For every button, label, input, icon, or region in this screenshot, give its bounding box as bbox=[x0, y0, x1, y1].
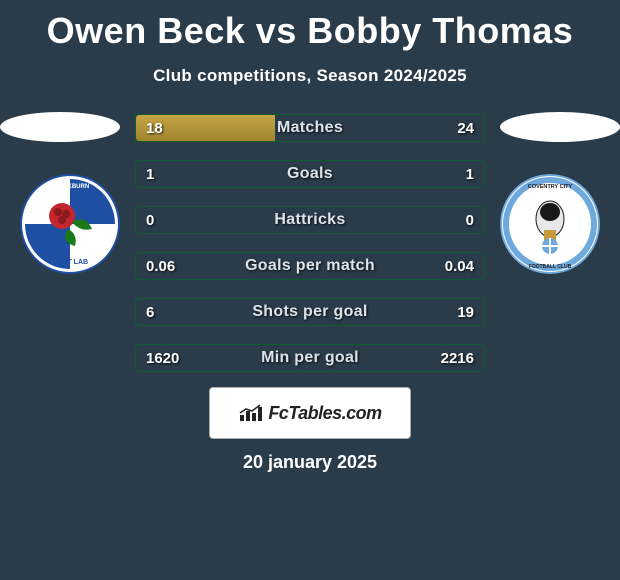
page-title: Owen Beck vs Bobby Thomas bbox=[0, 0, 620, 52]
stat-row-matches: Matches18 24 bbox=[135, 114, 485, 142]
stat-bars: Matches18 24 Goals1 1 Hattricks0 0 Goals per m… bbox=[135, 114, 485, 394]
stat-row-goals: Goals1 1 bbox=[135, 160, 485, 188]
stat-value-right: 24 bbox=[447, 115, 484, 141]
stat-row-shots-per-goal: Shots per goal6 19 bbox=[135, 298, 485, 326]
stat-value-right: 2216 bbox=[431, 345, 484, 371]
stat-label: Goals per match bbox=[136, 253, 484, 279]
stat-value-right: 0 bbox=[456, 207, 484, 233]
subtitle: Club competitions, Season 2024/2025 bbox=[0, 66, 620, 86]
stat-value-right: 1 bbox=[456, 161, 484, 187]
stat-row-hattricks: Hattricks0 0 bbox=[135, 206, 485, 234]
blackburn-rovers-icon: TE ET LAB BLACKBURN bbox=[20, 174, 120, 274]
date-label: 20 january 2025 bbox=[0, 452, 620, 473]
stat-value-left: 0.06 bbox=[136, 253, 185, 279]
stat-label: Shots per goal bbox=[136, 299, 484, 325]
chart-icon bbox=[238, 403, 264, 423]
stat-value-right: 0.04 bbox=[435, 253, 484, 279]
stat-label: Hattricks bbox=[136, 207, 484, 233]
stat-value-left: 0 bbox=[136, 207, 164, 233]
comparison-panel: TE ET LAB BLACKBURN COVENTRY CITY FOOTBA… bbox=[0, 114, 620, 394]
crest-right: COVENTRY CITY FOOTBALL CLUB bbox=[500, 174, 600, 274]
fctables-logo-box: FcTables.com bbox=[210, 388, 410, 438]
stat-label: Goals bbox=[136, 161, 484, 187]
ellipse-left bbox=[0, 112, 120, 142]
stat-value-right: 19 bbox=[447, 299, 484, 325]
logo-text: FcTables.com bbox=[268, 403, 381, 424]
ellipse-right bbox=[500, 112, 620, 142]
svg-text:COVENTRY CITY: COVENTRY CITY bbox=[528, 184, 573, 190]
svg-text:BLACKBURN: BLACKBURN bbox=[51, 184, 89, 190]
stat-value-left: 1 bbox=[136, 161, 164, 187]
stat-row-goals-per-match: Goals per match0.06 0.04 bbox=[135, 252, 485, 280]
stat-row-min-per-goal: Min per goal16202216 bbox=[135, 344, 485, 372]
stat-value-left: 6 bbox=[136, 299, 164, 325]
coventry-city-icon: COVENTRY CITY FOOTBALL CLUB bbox=[500, 174, 600, 274]
crest-left: TE ET LAB BLACKBURN bbox=[20, 174, 120, 274]
stat-label: Matches bbox=[136, 115, 484, 141]
svg-text:TE ET LAB: TE ET LAB bbox=[52, 259, 88, 266]
stat-value-left: 1620 bbox=[136, 345, 189, 371]
svg-text:FOOTBALL CLUB: FOOTBALL CLUB bbox=[529, 264, 572, 270]
stat-value-left: 18 bbox=[136, 115, 173, 141]
